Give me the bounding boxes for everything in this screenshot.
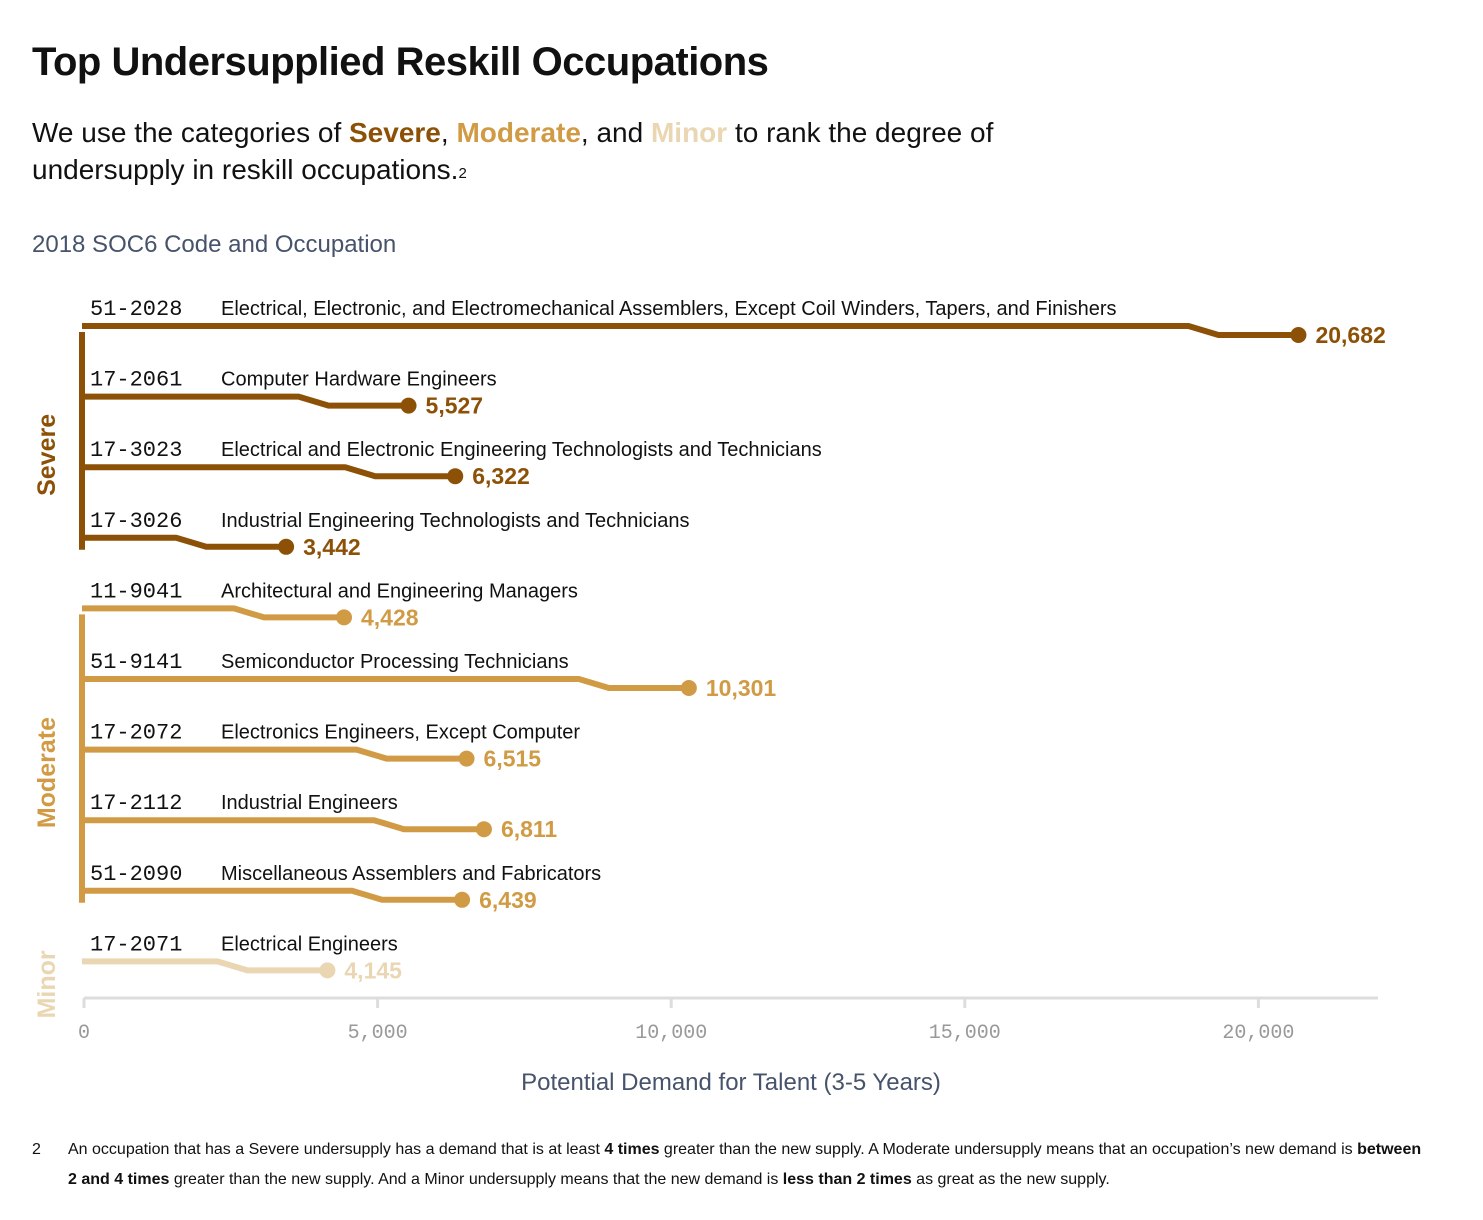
bar-end-dot: [1290, 327, 1307, 343]
footnote-part: as great as the new supply.: [911, 1171, 1110, 1188]
severe-category-label: Severe: [349, 117, 441, 148]
occupation-name: Industrial Engineering Technologists and…: [221, 510, 689, 532]
bar-line: [82, 605, 345, 621]
occupation-name: Electrical and Electronic Engineering Te…: [221, 439, 822, 461]
soc-code: 11-9041: [90, 579, 182, 604]
bar-line: [82, 746, 467, 762]
bar-line: [82, 534, 287, 550]
soc-code: 51-2090: [90, 862, 182, 887]
soc-code: 17-3026: [90, 509, 182, 534]
subtitle-text: to rank the degree of undersupply in res…: [32, 117, 994, 185]
data-label: 20,682: [1315, 322, 1385, 348]
subtitle-text: , and: [580, 117, 651, 148]
bar-end-dot: [458, 750, 475, 767]
data-label: 5,527: [426, 393, 484, 419]
soc-code: 17-3023: [90, 438, 182, 463]
group-label-moderate: Moderate: [33, 717, 61, 828]
subtitle-text: We use the categories of: [32, 117, 349, 148]
soc-code: 51-2028: [90, 297, 182, 322]
bar-end-dot: [278, 538, 295, 555]
x-tick-label: 15,000: [929, 1022, 1001, 1045]
soc-code: 17-2061: [90, 368, 182, 393]
footnote-emphasis: less than 2 times: [782, 1171, 912, 1188]
group-label-minor: Minor: [33, 950, 61, 1018]
data-label: 10,301: [706, 675, 777, 701]
bar-line: [82, 676, 689, 691]
minor-category-label: Minor: [650, 117, 728, 148]
footnote-number: 2: [32, 1141, 41, 1158]
demand-chart: 2018 SOC6 Code and Occupation Severe 20,68…: [32, 231, 1386, 1096]
bar-line: [82, 958, 328, 974]
bar-end-dot: [447, 468, 464, 485]
subtitle-text: ,: [440, 117, 457, 148]
bar-end-dot: [319, 962, 336, 979]
occupation-name: Industrial Engineers: [221, 792, 398, 814]
bar-end-dot: [400, 397, 417, 414]
x-axis-label: Potential Demand for Talent (3-5 Years): [521, 1069, 941, 1096]
bar-line: [82, 323, 1299, 338]
bar-end-dot: [475, 821, 492, 838]
moderate-category-label: Moderate: [456, 117, 581, 148]
occupation-name: Electrical, Electronic, and Electromecha…: [221, 298, 1117, 320]
x-tick-label: 5,000: [348, 1022, 408, 1045]
footnote-emphasis: between 2 and 4 times: [68, 1141, 1422, 1188]
footnote-text: An occupation that has a Severe undersup…: [68, 1135, 1428, 1195]
x-tick-label: 0: [78, 1022, 90, 1045]
bar-end-dot: [680, 680, 697, 696]
occupation-name: Electrical Engineers: [221, 933, 398, 955]
data-label: 6,322: [472, 463, 530, 489]
bar-line: [82, 393, 409, 409]
soc-code: 17-2071: [90, 932, 182, 957]
bar-line: [82, 887, 463, 903]
data-label: 6,515: [484, 746, 542, 772]
x-tick-label: 20,000: [1222, 1022, 1294, 1045]
occupation-name: Computer Hardware Engineers: [221, 369, 497, 391]
footnote-emphasis: 4 times: [604, 1141, 660, 1158]
soc-code: 17-2072: [90, 721, 182, 746]
occupation-name: Electronics Engineers, Except Computer: [221, 722, 580, 744]
footnote-part: An occupation that has a Severe undersup…: [68, 1141, 605, 1158]
soc-code: 51-9141: [90, 650, 182, 675]
bar-end-dot: [454, 891, 471, 908]
data-label: 4,145: [344, 957, 402, 983]
x-tick-label: 10,000: [635, 1022, 707, 1045]
footnote-part: greater than the new supply. And a Minor…: [169, 1171, 783, 1188]
subtitle: We use the categories of Severe, Moderat…: [32, 114, 1132, 188]
data-label: 6,439: [479, 887, 537, 913]
bar-line: [82, 464, 456, 480]
bar-line: [82, 817, 484, 833]
data-label: 3,442: [303, 534, 361, 560]
soc-code: 17-2112: [90, 791, 182, 816]
bar-end-dot: [336, 609, 353, 626]
page-title: Top Undersupplied Reskill Occupations: [32, 40, 769, 84]
data-label: 4,428: [361, 604, 419, 630]
footnote-part: greater than the new supply. A Moderate …: [659, 1141, 1358, 1158]
data-label: 6,811: [501, 816, 557, 842]
occupation-name: Semiconductor Processing Technicians: [221, 651, 569, 673]
occupation-name: Architectural and Engineering Managers: [221, 580, 578, 602]
chart-title: 2018 SOC6 Code and Occupation: [32, 231, 396, 258]
group-label-severe: Severe: [33, 414, 61, 496]
footnote-reference: 2: [458, 165, 467, 182]
occupation-name: Miscellaneous Assemblers and Fabricators: [221, 863, 601, 885]
